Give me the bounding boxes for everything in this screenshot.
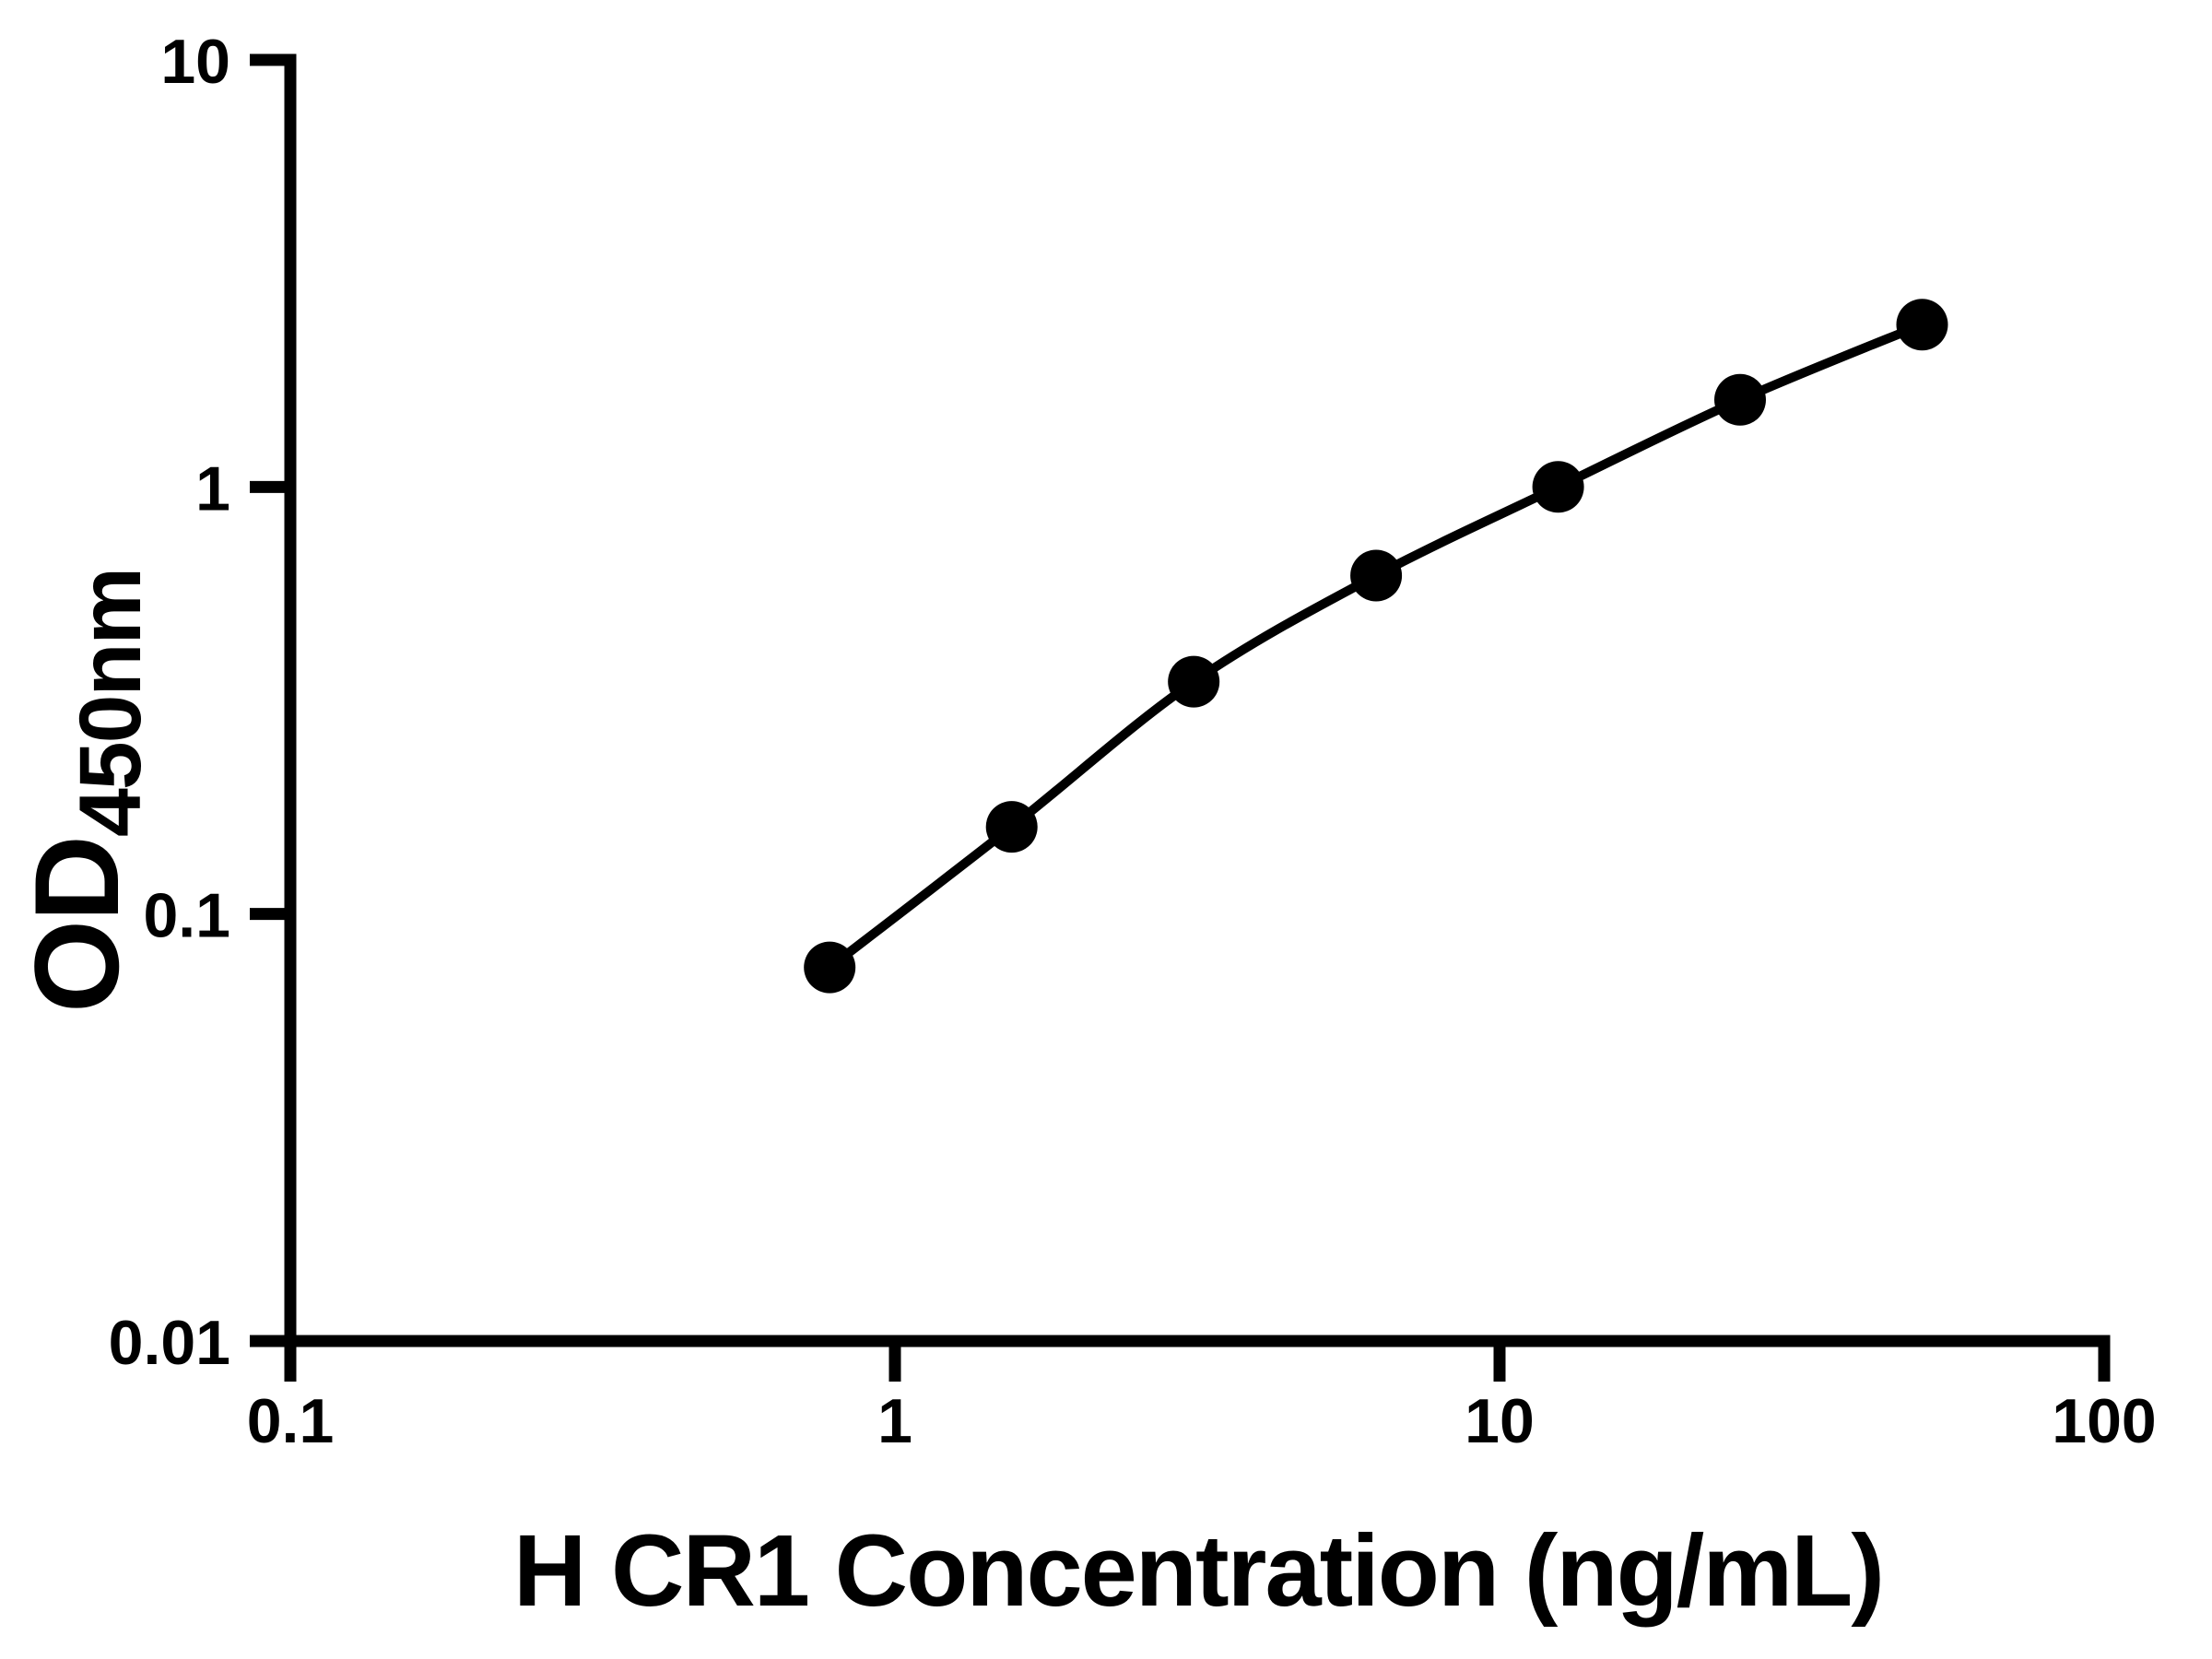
y-tick-label-1: 1	[195, 453, 230, 524]
data-point-0.78	[804, 941, 856, 994]
y-axis-title-sub: 450nm	[62, 569, 159, 837]
data-point-12.5	[1532, 461, 1584, 513]
data-point-25	[1714, 373, 1766, 426]
y-tick-label-0.1: 0.1	[143, 881, 230, 951]
data-point-1.56	[985, 801, 1038, 853]
y-tick-label-0.01: 0.01	[109, 1308, 230, 1378]
x-tick-label-1: 1	[877, 1386, 912, 1456]
fit-curve	[827, 320, 1924, 971]
data-point-3.12	[1168, 655, 1220, 708]
x-tick-label-0.1: 0.1	[247, 1386, 335, 1456]
x-tick-label-10: 10	[1465, 1386, 1535, 1456]
x-axis-title: H CR1 Concentration (ng/mL)	[513, 1514, 1883, 1628]
y-tick-label-10: 10	[160, 27, 230, 97]
x-tick-label-100: 100	[2052, 1386, 2156, 1456]
y-axis-title-main: OD	[9, 837, 144, 1013]
data-point-6.25	[1350, 549, 1403, 602]
data-point-50	[1896, 299, 1948, 351]
y-axis-title: OD450nm	[9, 569, 159, 1013]
series-group	[804, 299, 1948, 994]
